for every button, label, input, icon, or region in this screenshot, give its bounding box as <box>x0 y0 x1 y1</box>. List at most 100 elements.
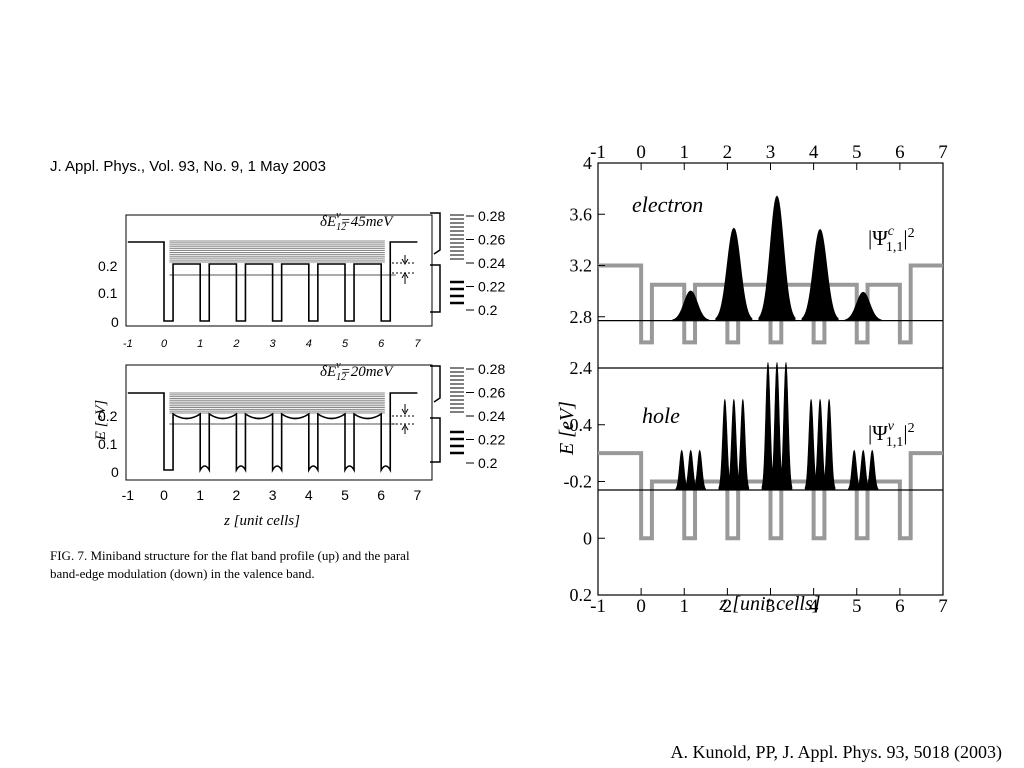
left-top-frame <box>125 214 433 327</box>
delta-e-label-45: δE12v=45meV <box>320 210 394 233</box>
left-bottom-energy-scale: 0.28 0.26 0.24 0.22 0.2 <box>430 361 505 471</box>
left-x-axis-label: z [unit cells] <box>223 513 300 529</box>
xtick-label: 5 <box>341 487 349 503</box>
electron-wavefunction-peak <box>758 195 796 322</box>
top-xtick-label: 1 <box>680 142 690 163</box>
hole-wavefunction-peak <box>693 449 707 491</box>
electron-panel <box>598 195 943 345</box>
bottom-xtick-label: 4 <box>809 596 819 617</box>
ytick: 0.1 <box>98 436 118 452</box>
ytick: 0.2 <box>98 258 118 274</box>
scale-tick-label: 0.2 <box>478 302 498 318</box>
hole-wavefunction-peak <box>804 399 818 491</box>
hole-title: hole <box>642 403 680 428</box>
left-bottom-xticks: -1 0 1 2 3 4 5 6 7 <box>122 487 422 503</box>
hole-wavefunction-peak <box>727 399 741 491</box>
right-x-axis-label: z [unit cells] <box>718 593 820 615</box>
electron-ytick-label: 3.6 <box>570 204 593 224</box>
hole-wavefunction-peak <box>675 449 689 491</box>
left-bottom-potential-profile <box>127 392 418 474</box>
hole-panel <box>598 362 943 541</box>
hole-wavefunction-peak <box>684 449 698 491</box>
bracket <box>430 365 441 403</box>
hole-wavefunction-peak <box>856 449 870 491</box>
top-xtick-label: 5 <box>852 142 862 163</box>
caption-line-2: band-edge modulation (down) in the valen… <box>50 566 315 581</box>
left-top-miniband-lines <box>169 240 396 276</box>
electron-title: electron <box>632 192 703 217</box>
hole-wavefunction-peak <box>718 399 732 491</box>
xtick-label: 5 <box>342 338 349 350</box>
electron-wavefunction-peak <box>672 290 710 322</box>
scale-tick-label: 0.28 <box>478 208 505 224</box>
top-xtick-label: 7 <box>938 142 948 163</box>
hole-wavefunction-peak <box>736 399 750 491</box>
hole-wavefunction-peak <box>761 362 775 491</box>
xtick-label: 4 <box>306 338 312 350</box>
right-ticks: -1 0 1 2 3 4 5 6 7 -1 0 1 2 3 4 5 6 7 4 3.6 3.2 2.8 2.4 -0.4 -0.… <box>564 142 948 617</box>
delta-e-label-20: δE12v=20meV <box>320 360 394 383</box>
top-xtick-label: -1 <box>590 142 606 163</box>
bracket <box>430 212 441 255</box>
xtick-label: 3 <box>269 487 277 503</box>
scale-tick-label: 0.22 <box>478 432 505 448</box>
bottom-xtick-label: 7 <box>938 596 948 617</box>
left-bottom-panel: 0.2 0.1 0 δE12v=20meV 0.28 0.26 0.24 0.22 0.… <box>98 360 505 481</box>
left-y-axis-label: E [eV] <box>93 400 109 442</box>
top-xtick-label: 0 <box>636 142 646 163</box>
left-bottom-miniband-lines <box>169 392 396 425</box>
scale-tick-label: 0.24 <box>478 255 505 271</box>
hole-ytick-label: -0.4 <box>564 415 593 435</box>
left-bottom-yticks: 0.2 0.1 0 <box>98 408 119 480</box>
psi-c-label: |Ψc 1,1|2 <box>868 224 915 255</box>
left-bottom-frame <box>125 364 433 481</box>
left-miniband-figure: 0.2 0.1 0 δE12v=45meV 0.280.260.240.220.… <box>93 208 505 529</box>
xtick-label: 1 <box>197 338 203 350</box>
potential-profile <box>598 263 943 345</box>
xtick-label: 7 <box>414 487 422 503</box>
xtick-label: 3 <box>270 338 277 350</box>
bottom-xtick-label: 5 <box>852 596 862 617</box>
ytick: 0 <box>111 464 119 480</box>
left-top-energy-scale: 0.28 0.26 0.24 0.22 0.2 <box>430 208 505 318</box>
electron-ytick-label: 4 <box>583 153 592 173</box>
left-bottom-arrows <box>392 404 414 434</box>
electron-ytick-label: 2.4 <box>570 358 593 378</box>
bottom-xtick-label: 6 <box>895 596 905 617</box>
hole-wavefunction-peak <box>865 449 879 491</box>
xtick-label: -1 <box>122 487 135 503</box>
figure-caption: FIG. 7. Miniband structure for the flat … <box>50 547 525 587</box>
bottom-xtick-label: 3 <box>766 596 776 617</box>
xtick-label: 6 <box>377 487 385 503</box>
hole-wavefunction-peak <box>779 362 793 491</box>
scale-tick-label: 0.24 <box>478 408 505 424</box>
left-top-yticks: 0.2 0.1 0 <box>98 258 119 330</box>
bottom-xtick-label: 2 <box>723 596 733 617</box>
hole-wavefunction-peak <box>822 399 836 491</box>
xtick-label: 4 <box>305 487 313 503</box>
xtick-label: 6 <box>378 338 385 350</box>
xtick-label: 0 <box>160 487 168 503</box>
top-xtick-label: 6 <box>895 142 905 163</box>
journal-header: J. Appl. Phys., Vol. 93, No. 9, 1 May 20… <box>50 158 326 175</box>
right-y-axis-label: E [eV] <box>556 401 578 456</box>
scale-tick-label: 0.26 <box>478 385 505 401</box>
hole-wavefunction-peak <box>847 449 861 491</box>
left-top-panel: 0.2 0.1 0 δE12v=45meV 0.280.260.240.220.… <box>98 208 505 330</box>
hole-ytick-label: -0.2 <box>564 472 593 492</box>
left-middle-xticks: -1 0 1 2 3 4 5 6 7 <box>123 338 421 350</box>
citation: A. Kunold, PP, J. Appl. Phys. 93, 5018 (… <box>670 742 1002 762</box>
scale-tick-label: 0.26 <box>478 232 505 248</box>
electron-ytick-label: 2.8 <box>570 307 593 327</box>
ytick: 0.1 <box>98 285 118 301</box>
xtick-label: 2 <box>232 338 239 350</box>
xtick-label: -1 <box>123 338 133 350</box>
caption-line-1: FIG. 7. Miniband structure for the flat … <box>50 548 410 563</box>
hole-ytick-label: 0.2 <box>570 585 593 605</box>
xtick-label: 0 <box>161 338 168 350</box>
electron-wavefunction-peak <box>715 227 753 322</box>
bottom-xtick-label: -1 <box>590 596 606 617</box>
xtick-label: 2 <box>233 487 241 503</box>
hole-wavefunction-peak <box>770 362 784 491</box>
scale-tick-label: 0.28 <box>478 361 505 377</box>
